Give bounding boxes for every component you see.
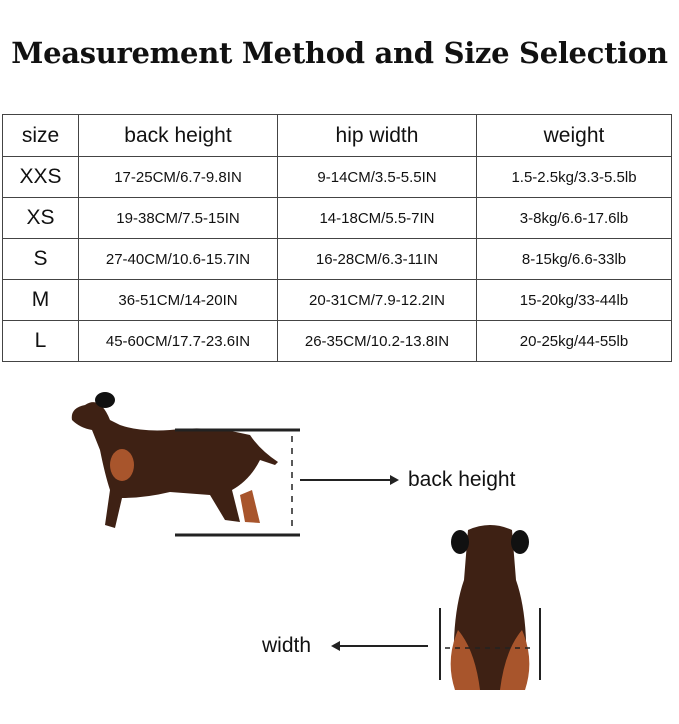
cell-size: L [2,320,79,362]
size-table: size back height hip width weight XXS 17-… [2,114,672,362]
cell-size: XS [2,197,79,239]
arrow-right-icon [300,475,399,485]
front-dog-icon [450,525,530,690]
table-row: M 36-51CM/14-20IN 20-31CM/7.9-12.2IN 15-20k… [2,279,672,321]
back-height-label: back height [408,468,516,491]
cell-weight: 8-15kg/6.6-33lb [476,238,672,280]
cell-back-height: 27-40CM/10.6-15.7IN [78,238,278,280]
header-size: size [2,114,79,157]
side-dog-diagram [71,392,300,537]
width-label: width [262,634,312,657]
cell-weight: 20-25kg/44-55lb [476,320,672,362]
table-header-row: size back height hip width weight [2,114,672,157]
table-row: S 27-40CM/10.6-15.7IN 16-28CM/6.3-11IN 8-15… [2,238,672,280]
header-hip-width: hip width [277,114,477,157]
cell-size: XXS [2,156,79,198]
cell-hip-width: 9-14CM/3.5-5.5IN [277,156,477,198]
cell-weight: 3-8kg/6.6-17.6lb [476,197,672,239]
arrow-left-icon [331,641,428,651]
header-weight: weight [476,114,672,157]
cell-back-height: 45-60CM/17.7-23.6IN [78,320,278,362]
cell-hip-width: 16-28CM/6.3-11IN [277,238,477,280]
table-row: XXS 17-25CM/6.7-9.8IN 9-14CM/3.5-5.5IN 1.5-… [2,156,672,198]
cell-hip-width: 20-31CM/7.9-12.2IN [277,279,477,321]
header-back-height: back height [78,114,278,157]
side-dog-icon [71,392,278,528]
cell-back-height: 19-38CM/7.5-15IN [78,197,278,239]
cell-hip-width: 26-35CM/10.2-13.8IN [277,320,477,362]
cell-weight: 1.5-2.5kg/3.3-5.5lb [476,156,672,198]
cell-weight: 15-20kg/33-44lb [476,279,672,321]
table-row: XS 19-38CM/7.5-15IN 14-18CM/5.5-7IN 3-8kg/6… [2,197,672,239]
cell-back-height: 17-25CM/6.7-9.8IN [78,156,278,198]
cell-size: S [2,238,79,280]
cell-hip-width: 14-18CM/5.5-7IN [277,197,477,239]
page-title: Measurement Method and Size Selection [11,36,668,70]
cell-back-height: 36-51CM/14-20IN [78,279,278,321]
cell-size: M [2,279,79,321]
table-row: L 45-60CM/17.7-23.6IN 26-35CM/10.2-13.8IN 2… [2,320,672,362]
front-dog-diagram [439,525,541,690]
